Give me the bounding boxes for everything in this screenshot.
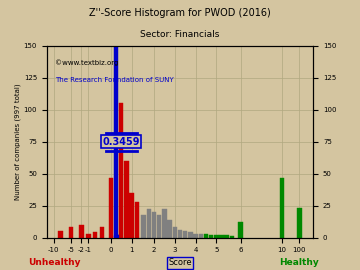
Bar [109,178,113,238]
Text: Score: Score [168,258,192,267]
Text: Unhealthy: Unhealthy [28,258,80,267]
Text: Healthy: Healthy [279,258,319,267]
Text: 0.3459: 0.3459 [103,137,140,147]
Bar [167,220,172,238]
Bar [224,235,229,238]
Bar [79,225,84,238]
Bar [183,231,188,238]
Text: Sector: Financials: Sector: Financials [140,30,220,39]
Bar [93,232,98,238]
Bar [114,46,118,238]
Bar [58,231,63,238]
Bar [100,227,104,238]
Bar [204,234,208,238]
Bar [119,103,123,238]
Text: The Research Foundation of SUNY: The Research Foundation of SUNY [55,77,174,83]
Bar [178,230,182,238]
Bar [280,178,284,238]
Bar [129,193,134,238]
Bar [135,202,139,238]
Y-axis label: Number of companies (997 total): Number of companies (997 total) [14,83,21,200]
Bar [238,222,243,238]
Text: ©www.textbiz.org: ©www.textbiz.org [55,59,118,66]
Bar [141,215,146,238]
Bar [152,212,156,238]
Bar [147,210,151,238]
Bar [69,227,73,238]
Bar [162,210,167,238]
Bar [86,234,91,238]
Bar [198,234,203,238]
Text: Z''-Score Histogram for PWOD (2016): Z''-Score Histogram for PWOD (2016) [89,8,271,18]
Bar [230,236,234,238]
Bar [193,234,198,238]
Bar [124,161,129,238]
Bar [157,215,162,238]
Bar [188,232,193,238]
Bar [219,235,224,238]
Bar [297,208,302,238]
Bar [214,235,219,238]
Bar [209,235,213,238]
Bar [172,227,177,238]
